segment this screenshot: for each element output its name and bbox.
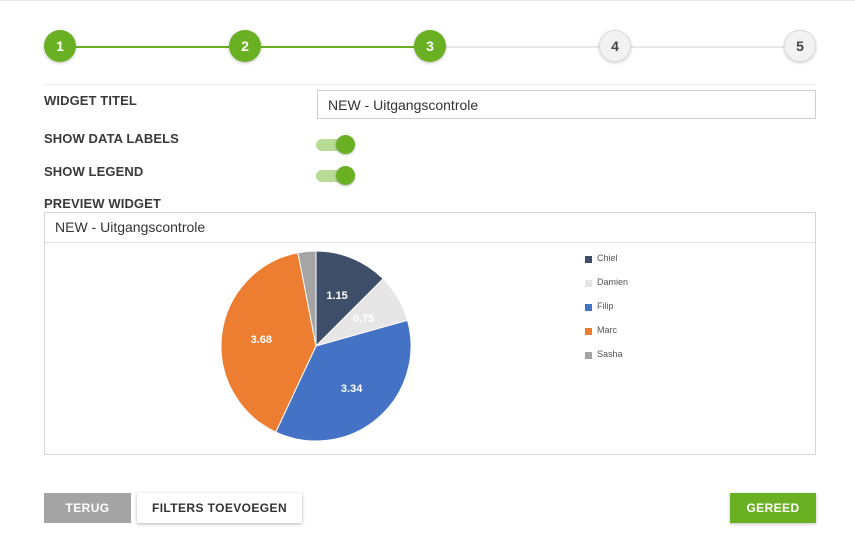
pie-data-label-marc: 3.68	[251, 334, 272, 346]
done-button[interactable]: GEREED	[730, 493, 816, 523]
stepper: 1 2 3 4 5	[0, 0, 855, 90]
step-connector-4	[631, 46, 784, 48]
step-connector-1	[76, 46, 229, 48]
legend-label: Filip	[597, 301, 614, 311]
show-legend-label: SHOW LEGEND	[44, 164, 144, 179]
toggle-knob	[336, 166, 355, 185]
legend-item-marc[interactable]: Marc	[585, 325, 705, 339]
legend-item-chiel[interactable]: Chiel	[585, 253, 705, 267]
legend-swatch	[585, 352, 592, 359]
step-2[interactable]: 2	[229, 30, 261, 62]
widget-title-label: WIDGET TITEL	[44, 93, 137, 108]
pie-slice-marc	[220, 252, 317, 433]
step-3[interactable]: 3	[414, 30, 446, 62]
widget-title-input[interactable]	[317, 90, 816, 119]
legend-swatch	[585, 256, 592, 263]
legend-item-filip[interactable]: Filip	[585, 301, 705, 315]
show-data-labels-toggle[interactable]	[316, 135, 358, 155]
pie-slice-chiel	[315, 250, 384, 348]
pie-data-label-damien: 0.75	[353, 313, 374, 325]
pie-chart: 1.15 0.75 3.34 3.68	[220, 250, 412, 442]
show-data-labels-label: SHOW DATA LABELS	[44, 131, 179, 146]
pie-data-label-chiel: 1.15	[326, 290, 347, 302]
step-4[interactable]: 4	[599, 30, 631, 62]
legend-label: Marc	[597, 325, 617, 335]
legend-label: Sasha	[597, 349, 623, 359]
legend-swatch	[585, 328, 592, 335]
legend-item-sasha[interactable]: Sasha	[585, 349, 705, 363]
add-filters-button[interactable]: FILTERS TOEVOEGEN	[137, 493, 302, 523]
step-1[interactable]: 1	[44, 30, 76, 62]
legend-swatch	[585, 304, 592, 311]
back-button[interactable]: TERUG	[44, 493, 131, 523]
pie-slice-sasha	[297, 250, 317, 347]
step-connector-2	[261, 46, 414, 48]
preview-widget-label: PREVIEW WIDGET	[44, 196, 161, 211]
legend-label: Chiel	[597, 253, 618, 263]
step-5[interactable]: 5	[784, 30, 816, 62]
pie-slice-filip	[275, 319, 412, 442]
show-legend-toggle[interactable]	[316, 166, 358, 186]
legend-swatch	[585, 280, 592, 287]
preview-widget: NEW - Uitgangscontrole 1.15 0.75 3.34 3.68 …	[44, 212, 816, 455]
step-connector-3	[446, 46, 599, 48]
stepper-divider	[44, 84, 816, 85]
legend-label: Damien	[597, 277, 629, 287]
top-border	[0, 0, 855, 1]
toggle-knob	[336, 135, 355, 154]
preview-title: NEW - Uitgangscontrole	[45, 213, 815, 243]
pie-data-label-filip: 3.34	[341, 383, 363, 395]
legend-item-damien[interactable]: Damien	[585, 277, 705, 291]
